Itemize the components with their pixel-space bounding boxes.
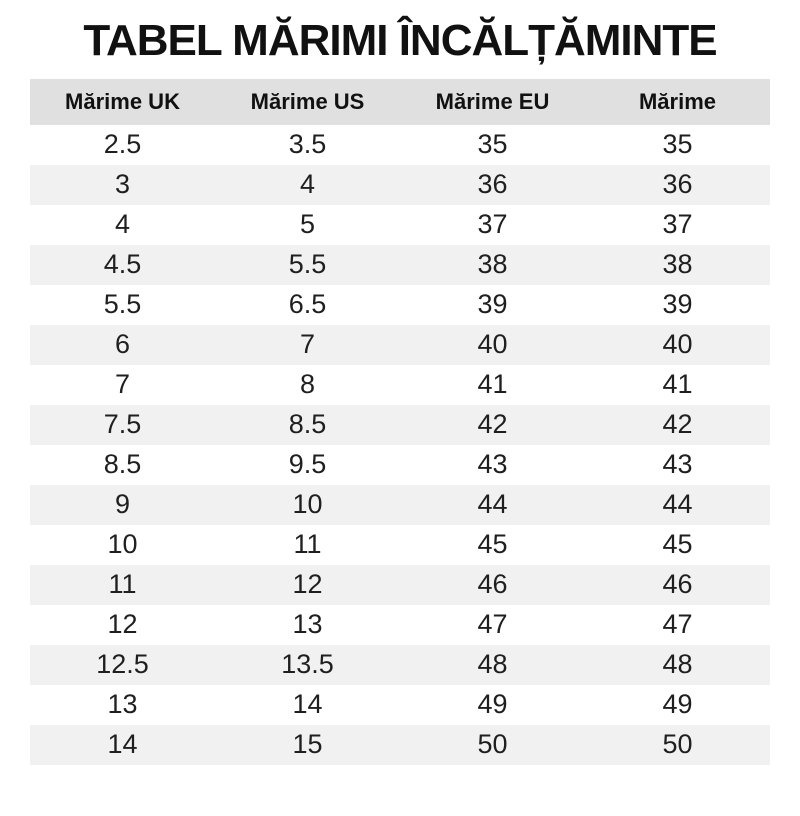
table-row: 12.5 13.5 48 48 bbox=[30, 644, 770, 685]
column-header-us: Mărime US bbox=[215, 78, 400, 125]
cell-us: 5.5 bbox=[288, 249, 327, 280]
table-row: 7.5 8.5 42 42 bbox=[30, 404, 770, 445]
table-row: 7 8 41 41 bbox=[30, 365, 770, 405]
cell-size: 49 bbox=[662, 689, 693, 720]
cell-us: 6.5 bbox=[288, 289, 327, 320]
cell-us: 3.5 bbox=[288, 129, 327, 160]
size-chart-page: TABEL MĂRIMI ÎNCĂLȚĂMINTE Mărime UK Mări… bbox=[0, 16, 800, 765]
cell-us: 15 bbox=[292, 729, 323, 760]
cell-uk: 3 bbox=[114, 169, 131, 200]
cell-uk: 12.5 bbox=[96, 649, 149, 680]
cell-eu: 45 bbox=[477, 529, 508, 560]
table-row: 13 14 49 49 bbox=[30, 685, 770, 725]
cell-eu: 42 bbox=[477, 409, 508, 440]
table-row: 2.5 3.5 35 35 bbox=[30, 125, 770, 165]
cell-uk: 6 bbox=[114, 329, 131, 360]
cell-us: 5 bbox=[299, 209, 316, 240]
cell-uk: 13 bbox=[107, 689, 138, 720]
cell-eu: 44 bbox=[477, 489, 508, 520]
table-row: 9 10 44 44 bbox=[30, 484, 770, 525]
cell-eu: 47 bbox=[477, 609, 508, 640]
cell-uk: 4.5 bbox=[103, 249, 142, 280]
cell-us: 13 bbox=[292, 609, 323, 640]
cell-size: 47 bbox=[662, 609, 693, 640]
cell-us: 4 bbox=[299, 169, 316, 200]
cell-eu: 48 bbox=[477, 649, 508, 680]
table-row: 4.5 5.5 38 38 bbox=[30, 244, 770, 285]
table-row: 6 7 40 40 bbox=[30, 324, 770, 365]
cell-eu: 46 bbox=[477, 569, 508, 600]
cell-us: 8.5 bbox=[288, 409, 327, 440]
cell-size: 45 bbox=[662, 529, 693, 560]
cell-uk: 4 bbox=[114, 209, 131, 240]
cell-size: 44 bbox=[662, 489, 693, 520]
size-table-head: Mărime UK Mărime US Mărime EU Mărime bbox=[30, 78, 770, 125]
cell-uk: 7.5 bbox=[103, 409, 142, 440]
cell-eu: 43 bbox=[477, 449, 508, 480]
cell-eu: 37 bbox=[477, 209, 508, 240]
cell-eu: 50 bbox=[477, 729, 508, 760]
cell-size: 50 bbox=[662, 729, 693, 760]
cell-eu: 35 bbox=[477, 129, 508, 160]
cell-us: 8 bbox=[299, 369, 316, 400]
cell-us: 7 bbox=[299, 329, 316, 360]
cell-size: 43 bbox=[662, 449, 693, 480]
table-row: 5.5 6.5 39 39 bbox=[30, 285, 770, 325]
size-table: Mărime UK Mărime US Mărime EU Mărime 2.5… bbox=[30, 78, 770, 765]
cell-us: 11 bbox=[293, 529, 322, 560]
table-header-row: Mărime UK Mărime US Mărime EU Mărime bbox=[30, 78, 770, 125]
cell-uk: 5.5 bbox=[103, 289, 142, 320]
table-row: 3 4 36 36 bbox=[30, 164, 770, 205]
cell-eu: 39 bbox=[477, 289, 508, 320]
cell-size: 35 bbox=[662, 129, 693, 160]
cell-uk: 14 bbox=[107, 729, 138, 760]
cell-size: 42 bbox=[662, 409, 693, 440]
cell-size: 39 bbox=[662, 289, 693, 320]
table-row: 12 13 47 47 bbox=[30, 605, 770, 645]
size-table-body: 2.5 3.5 35 35 3 4 36 36 4 5 37 37 4.5 5.… bbox=[30, 125, 770, 765]
cell-size: 46 bbox=[662, 569, 693, 600]
cell-eu: 38 bbox=[477, 249, 508, 280]
cell-us: 12 bbox=[292, 569, 323, 600]
cell-us: 10 bbox=[292, 489, 323, 520]
cell-us: 9.5 bbox=[288, 449, 327, 480]
table-row: 4 5 37 37 bbox=[30, 205, 770, 245]
table-row: 14 15 50 50 bbox=[30, 724, 770, 765]
cell-size: 48 bbox=[662, 649, 693, 680]
cell-uk: 12 bbox=[107, 609, 138, 640]
cell-size: 36 bbox=[662, 169, 693, 200]
column-header-uk: Mărime UK bbox=[30, 78, 215, 125]
table-row: 8.5 9.5 43 43 bbox=[30, 445, 770, 485]
cell-uk: 9 bbox=[114, 489, 131, 520]
cell-uk: 11 bbox=[108, 569, 137, 600]
table-row: 10 11 45 45 bbox=[30, 525, 770, 565]
cell-eu: 36 bbox=[477, 169, 508, 200]
cell-us: 14 bbox=[292, 689, 323, 720]
cell-eu: 49 bbox=[477, 689, 508, 720]
cell-uk: 7 bbox=[114, 369, 131, 400]
cell-uk: 2.5 bbox=[103, 129, 142, 160]
cell-eu: 40 bbox=[477, 329, 508, 360]
cell-uk: 10 bbox=[107, 529, 138, 560]
cell-size: 40 bbox=[662, 329, 693, 360]
cell-size: 41 bbox=[662, 369, 693, 400]
column-header-eu: Mărime EU bbox=[400, 78, 585, 125]
page-title: TABEL MĂRIMI ÎNCĂLȚĂMINTE bbox=[83, 16, 717, 65]
column-header-size: Mărime bbox=[585, 78, 770, 125]
table-row: 11 12 46 46 bbox=[30, 564, 770, 605]
cell-size: 38 bbox=[662, 249, 693, 280]
cell-size: 37 bbox=[662, 209, 693, 240]
cell-us: 13.5 bbox=[281, 649, 334, 680]
cell-uk: 8.5 bbox=[103, 449, 142, 480]
cell-eu: 41 bbox=[477, 369, 508, 400]
